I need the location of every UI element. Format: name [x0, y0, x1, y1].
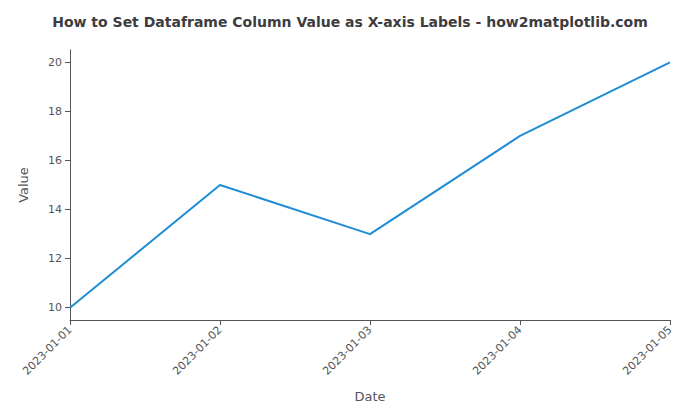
svg-text:12: 12 — [48, 252, 62, 265]
svg-text:2023-01-04: 2023-01-04 — [470, 323, 524, 377]
svg-text:2023-01-01: 2023-01-01 — [20, 323, 74, 377]
svg-text:2023-01-03: 2023-01-03 — [320, 323, 374, 377]
svg-text:10: 10 — [48, 301, 62, 314]
svg-text:14: 14 — [48, 203, 62, 216]
svg-text:16: 16 — [48, 154, 62, 167]
svg-text:Value: Value — [16, 167, 31, 203]
svg-text:Date: Date — [354, 389, 385, 404]
svg-text:20: 20 — [48, 56, 62, 69]
svg-text:2023-01-02: 2023-01-02 — [170, 323, 224, 377]
svg-text:18: 18 — [48, 105, 62, 118]
svg-text:2023-01-05: 2023-01-05 — [620, 323, 674, 377]
svg-text:How to Set Dataframe Column Va: How to Set Dataframe Column Value as X-a… — [52, 14, 648, 30]
